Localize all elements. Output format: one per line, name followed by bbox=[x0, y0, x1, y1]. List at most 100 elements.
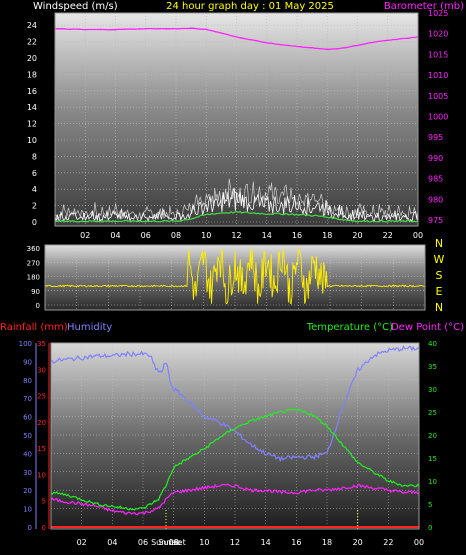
temperature-tick-label: 25 bbox=[428, 409, 437, 417]
humidity-line bbox=[50, 345, 420, 463]
barometer-tick-label: 980 bbox=[428, 195, 443, 204]
temp-x-tick-label: 20 bbox=[353, 538, 363, 547]
humidity-tick-label: 70 bbox=[23, 395, 32, 403]
humidity-tick-label: 0 bbox=[28, 524, 32, 532]
windspeed-tick-label: 24 bbox=[27, 21, 37, 30]
average-wind-line bbox=[54, 210, 419, 223]
humidity-tick-label: 20 bbox=[23, 487, 32, 495]
barometer-line bbox=[54, 27, 419, 50]
temp-x-tick-label: 16 bbox=[291, 538, 301, 547]
chart-title: 24 hour graph day : 01 May 2025 bbox=[166, 1, 334, 12]
temperature-tick-label: 35 bbox=[428, 363, 437, 371]
direction-tick-label: 360 bbox=[27, 245, 40, 253]
wind-x-tick-label: 22 bbox=[383, 231, 393, 240]
temp-x-tick-label: 22 bbox=[383, 538, 393, 547]
rainfall-axis-title: Rainfall (mm) bbox=[0, 322, 68, 333]
rainfall-tick-label: 5 bbox=[42, 498, 46, 506]
wind-x-tick-label: 18 bbox=[322, 231, 332, 240]
windspeed-tick-label: 4 bbox=[32, 185, 37, 194]
rainfall-tick-label: 10 bbox=[37, 471, 46, 479]
windspeed-tick-label: 12 bbox=[27, 120, 37, 129]
wind-direction-line bbox=[44, 248, 426, 305]
temperature-tick-label: 20 bbox=[428, 432, 437, 440]
temp-x-tick-label: 02 bbox=[77, 538, 87, 547]
barometer-tick-label: 990 bbox=[428, 154, 443, 163]
direction-tick-label: 180 bbox=[27, 274, 40, 282]
wind-x-tick-label: 10 bbox=[201, 231, 211, 240]
wind-x-tick-label: 16 bbox=[292, 231, 302, 240]
temp-panel-frame bbox=[50, 342, 420, 530]
dewpoint-axis-title: Dew Point (°C) bbox=[391, 322, 464, 333]
wind-panel-grid bbox=[55, 13, 419, 226]
barometer-tick-label: 1010 bbox=[428, 71, 448, 80]
temperature-line bbox=[50, 408, 420, 511]
wind-x-tick-label: 12 bbox=[231, 231, 241, 240]
humidity-tick-label: 90 bbox=[23, 358, 32, 366]
windspeed-tick-label: 22 bbox=[27, 38, 37, 47]
compass-label: N bbox=[435, 237, 443, 250]
humidity-tick-label: 40 bbox=[23, 450, 32, 458]
windspeed-tick-label: 14 bbox=[27, 103, 37, 112]
rainfall-tick-label: 15 bbox=[37, 445, 46, 453]
barometer-tick-label: 1025 bbox=[428, 9, 448, 18]
barometer-axis-title: Barometer (mb) bbox=[384, 1, 464, 12]
direction-tick-label: 0 bbox=[36, 302, 40, 310]
temperature-tick-label: 10 bbox=[428, 478, 437, 486]
wind-axis-title: Windspeed (m/s) bbox=[33, 1, 118, 12]
windspeed-line bbox=[54, 187, 419, 223]
barometer-tick-label: 975 bbox=[428, 216, 443, 225]
temp-x-tick-label: 08 bbox=[169, 538, 179, 547]
compass-label: W bbox=[434, 253, 445, 266]
windspeed-tick-label: 6 bbox=[32, 169, 37, 178]
temperature-tick-label: 5 bbox=[428, 501, 432, 509]
direction-panel-frame bbox=[44, 244, 426, 311]
dewpoint-line bbox=[50, 483, 420, 516]
humidity-tick-label: 10 bbox=[23, 506, 32, 514]
sunset-label: Sunset bbox=[158, 538, 185, 547]
barometer-tick-label: 995 bbox=[428, 133, 443, 142]
rainfall-tick-label: 0 bbox=[42, 524, 46, 532]
direction-tick-label: 90 bbox=[31, 288, 40, 296]
barometer-y-axis: 975 980 985 990 995 1000 1005 1010 1015 1020 1025 bbox=[428, 9, 448, 225]
temp-x-tick-label: 14 bbox=[261, 538, 271, 547]
direction-y-axis: 0 90 180 270 360 bbox=[27, 245, 40, 310]
rainfall-tick-label: 30 bbox=[37, 366, 46, 374]
wind-x-tick-label: 14 bbox=[262, 231, 272, 240]
wind-x-axis: 02 04 06 08 10 12 14 16 18 20 22 00 bbox=[80, 231, 423, 240]
temperature-tick-label: 15 bbox=[428, 455, 437, 463]
wind-x-tick-label: 20 bbox=[352, 231, 362, 240]
wind-x-tick-label: 00 bbox=[413, 231, 423, 240]
barometer-tick-label: 1000 bbox=[428, 113, 448, 122]
windspeed-tick-label: 0 bbox=[32, 218, 37, 227]
temp-panel-series bbox=[50, 345, 420, 529]
rainfall-tick-label: 25 bbox=[37, 393, 46, 401]
humidity-tick-label: 100 bbox=[19, 340, 32, 348]
temperature-tick-label: 30 bbox=[428, 386, 437, 394]
wind-x-tick-label: 06 bbox=[141, 231, 151, 240]
humidity-axis-title: Humidity bbox=[67, 322, 112, 333]
windspeed-tick-label: 20 bbox=[27, 54, 37, 63]
humidity-tick-label: 50 bbox=[23, 432, 32, 440]
temp-x-tick-label: 10 bbox=[199, 538, 209, 547]
compass-label: E bbox=[436, 285, 443, 298]
temp-x-tick-label: 18 bbox=[322, 538, 332, 547]
temp-x-tick-label: 04 bbox=[107, 538, 117, 547]
wind-x-tick-label: 04 bbox=[110, 231, 120, 240]
wind-x-tick-label: 02 bbox=[80, 231, 90, 240]
humidity-y-axis: 0 10 20 30 40 50 60 70 80 90 100 bbox=[19, 340, 32, 532]
barometer-tick-label: 1015 bbox=[428, 50, 448, 59]
wind-x-tick-label: 08 bbox=[171, 231, 181, 240]
wind-panel-series bbox=[54, 27, 419, 223]
temp-x-tick-label: 12 bbox=[230, 538, 240, 547]
humidity-tick-label: 60 bbox=[23, 414, 32, 422]
direction-tick-label: 270 bbox=[27, 259, 40, 267]
windspeed-tick-label: 2 bbox=[32, 202, 37, 211]
windspeed-tick-label: 10 bbox=[27, 136, 37, 145]
rainfall-tick-label: 20 bbox=[37, 419, 46, 427]
direction-panel-series bbox=[44, 248, 426, 305]
humidity-tick-label: 30 bbox=[23, 469, 32, 477]
